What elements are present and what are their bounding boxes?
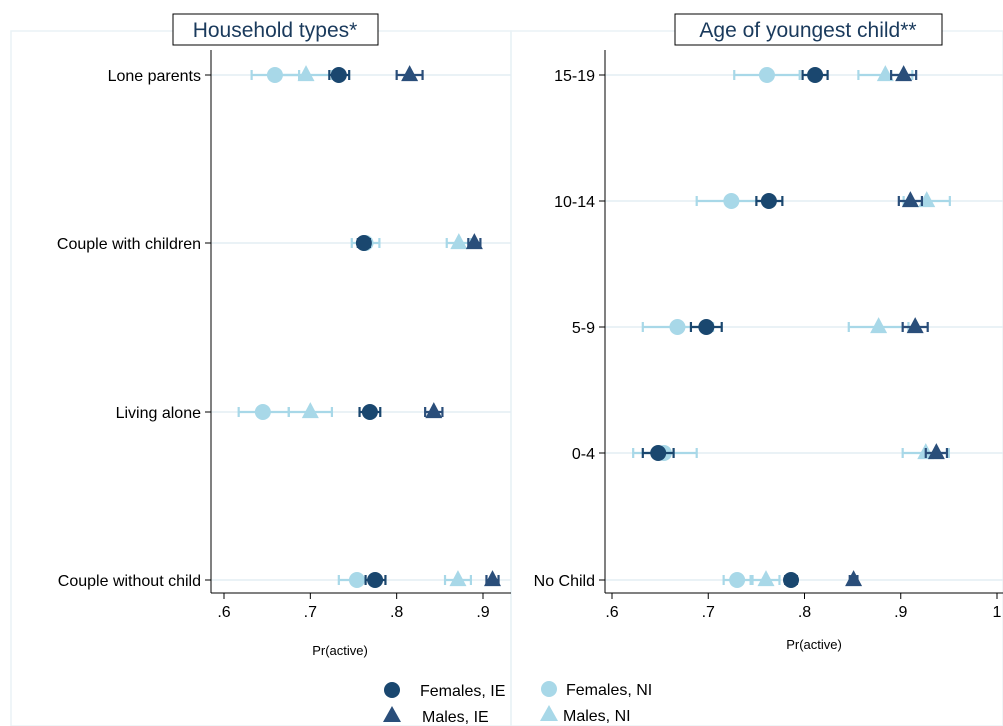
point-left-females-ie-3 (367, 572, 384, 588)
right-panel-title-text: Age of youngest child** (699, 19, 916, 42)
x-tick-label-right-2: .8 (798, 604, 811, 621)
point-right-males-ni-4 (757, 570, 775, 587)
x-tick-label-right-4: 1 (993, 604, 1002, 621)
point-left-females-ie-0 (330, 67, 347, 83)
y-tick-label-right-3: 0-4 (572, 446, 595, 463)
point-right-males-ie-2 (906, 317, 924, 334)
x-tick-label-right-3: .9 (894, 604, 907, 621)
point-right-males-ni-1 (918, 191, 936, 208)
legend-marker-males-ni (540, 705, 558, 721)
x-tick-label-left-3: .9 (476, 604, 489, 621)
legend-label-females-ie: Females, IE (420, 683, 505, 700)
point-left-males-ie-3 (483, 570, 501, 587)
point-right-females-ni-1 (723, 193, 740, 209)
point-left-males-ni-1 (450, 233, 468, 250)
x-tick-label-right-0: .6 (605, 604, 618, 621)
y-tick-label-left-3: Couple without child (58, 573, 201, 590)
point-right-females-ni-0 (758, 67, 775, 83)
point-right-females-ie-3 (650, 445, 667, 461)
point-left-females-ni-0 (266, 67, 283, 83)
legend-marker-females-ie (384, 682, 400, 698)
point-right-males-ie-3 (927, 443, 945, 460)
left-panel-title-text: Household types* (193, 19, 358, 42)
right-panel-frame (510, 30, 1003, 726)
point-left-males-ie-1 (465, 233, 483, 250)
legend-label-females-ni: Females, NI (566, 682, 652, 699)
y-tick-label-left-2: Living alone (116, 405, 202, 422)
point-left-females-ie-1 (355, 235, 372, 251)
household-types-panel: Lone parents Couple with children Living a… (57, 50, 511, 621)
point-right-males-ie-1 (901, 191, 919, 208)
y-tick-label-right-1: 10-14 (554, 194, 595, 211)
legend-label-males-ie: Males, IE (422, 709, 489, 726)
x-tick-label-left-1: .7 (304, 604, 317, 621)
left-panel-frame (10, 30, 512, 726)
point-left-males-ni-0 (297, 65, 315, 82)
y-tick-label-left-0: Lone parents (108, 68, 201, 85)
x-tick-label-right-1: .7 (702, 604, 715, 621)
point-left-males-ie-0 (401, 65, 419, 82)
right-x-axis-title: Pr(active) (786, 637, 842, 652)
point-left-males-ie-2 (425, 402, 443, 419)
y-tick-label-right-2: 5-9 (572, 320, 595, 337)
point-right-females-ie-0 (807, 67, 824, 83)
left-panel-title: Household types* (172, 13, 379, 46)
point-right-females-ie-4 (783, 572, 800, 588)
point-left-females-ie-2 (361, 404, 378, 420)
point-right-males-ie-0 (895, 65, 913, 82)
point-right-males-ni-2 (870, 317, 888, 334)
x-tick-label-left-2: .8 (390, 604, 403, 621)
x-tick-label-left-0: .6 (217, 604, 230, 621)
point-right-females-ni-4 (729, 572, 746, 588)
point-right-females-ie-2 (698, 319, 715, 335)
point-right-males-ie-4 (845, 570, 863, 587)
age-of-youngest-child-panel: 15-19 10-14 5-9 0-4 No Child .6 .7 .8 .9 1 (534, 50, 1003, 621)
point-left-females-ni-2 (254, 404, 271, 420)
legend-marker-males-ie (383, 706, 401, 722)
y-tick-label-right-4: No Child (534, 573, 595, 590)
y-tick-label-left-1: Couple with children (57, 236, 201, 253)
point-right-males-ni-0 (876, 65, 894, 82)
y-tick-label-right-0: 15-19 (554, 68, 595, 85)
point-left-females-ni-3 (348, 572, 365, 588)
right-panel-title: Age of youngest child** (674, 13, 943, 46)
point-right-females-ie-1 (760, 193, 777, 209)
legend-label-males-ni: Males, NI (563, 708, 631, 725)
left-x-axis-title: Pr(active) (312, 643, 368, 658)
point-right-females-ni-2 (669, 319, 686, 335)
point-left-males-ni-2 (301, 402, 319, 419)
legend-marker-females-ni (541, 681, 557, 697)
legend: Females, IE Females, NI Males, IE Males, NI (383, 681, 652, 726)
point-left-males-ni-3 (449, 570, 467, 587)
